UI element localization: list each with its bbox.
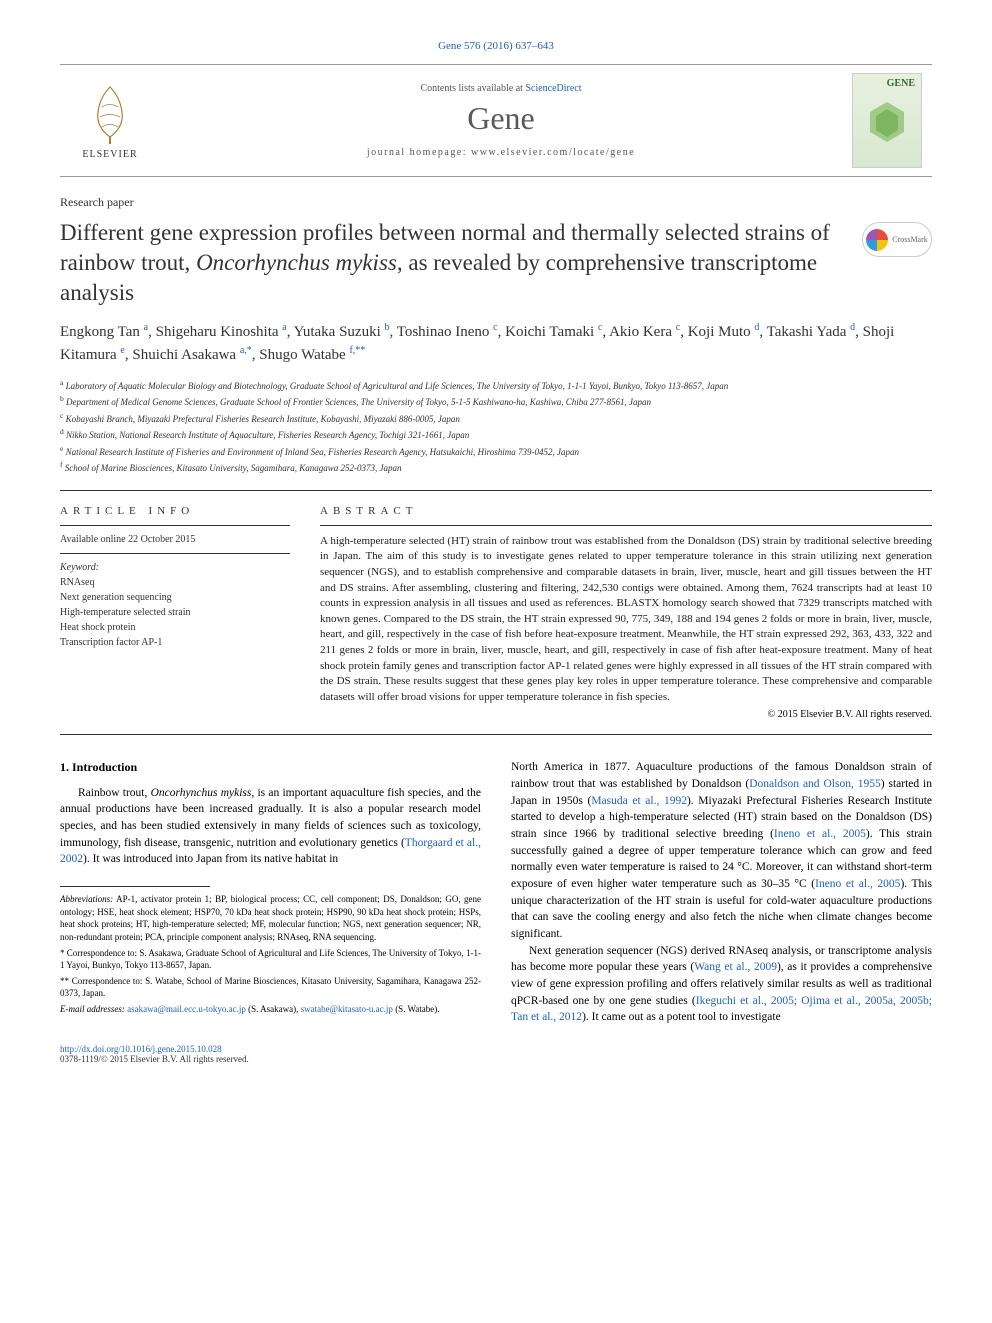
contents-prefix: Contents lists available at (420, 83, 525, 94)
intro-heading: 1. Introduction (60, 759, 481, 776)
email-link[interactable]: asakawa@mail.ecc.u-tokyo.ac.jp (127, 1004, 246, 1014)
abbreviations: Abbreviations: AP-1, activator protein 1… (60, 893, 481, 943)
divider (60, 490, 932, 491)
citation-link[interactable]: Wang et al., 2009 (694, 961, 777, 973)
elsevier-tree-icon (80, 82, 140, 147)
affiliation-item: c Kobayashi Branch, Miyazaki Prefectural… (60, 410, 932, 427)
info-abstract-row: article info Available online 22 October… (60, 505, 932, 721)
abbrev-text: AP-1, activator protein 1; BP, biologica… (60, 894, 481, 942)
keyword-item: Transcription factor AP-1 (60, 635, 290, 650)
article-info: article info Available online 22 October… (60, 505, 290, 721)
correspondence-1: * Correspondence to: S. Asakawa, Graduat… (60, 947, 481, 972)
t: ). It came out as a potent tool to inves… (582, 1011, 781, 1023)
affiliation-item: e National Research Institute of Fisheri… (60, 443, 932, 460)
cover-title: GENE (887, 78, 915, 89)
journal-header-band: ELSEVIER Contents lists available at Sci… (60, 64, 932, 177)
affiliation-item: b Department of Medical Genome Sciences,… (60, 393, 932, 410)
email-who: (S. Asakawa), (246, 1004, 301, 1014)
affiliations: a Laboratory of Aquatic Molecular Biolog… (60, 377, 932, 476)
citation-link[interactable]: Donaldson and Olson, 1955 (749, 778, 881, 790)
intro-para-right-2: Next generation sequencer (NGS) derived … (511, 943, 932, 1026)
crossmark-badge[interactable]: CrossMark (862, 222, 932, 257)
cover-art-icon (862, 97, 912, 152)
title-row: Different gene expression profiles betwe… (60, 218, 932, 308)
paper-type: Research paper (60, 195, 932, 210)
footnotes: Abbreviations: AP-1, activator protein 1… (60, 893, 481, 1015)
abbrev-label: Abbreviations: (60, 894, 113, 904)
right-column: North America in 1877. Aquaculture produ… (511, 759, 932, 1026)
info-divider (60, 553, 290, 554)
left-column: 1. Introduction Rainbow trout, Oncorhync… (60, 759, 481, 1026)
t: Rainbow trout, (78, 787, 151, 799)
keyword-list: RNAseqNext generation sequencingHigh-tem… (60, 575, 290, 650)
correspondence-2: ** Correspondence to: S. Watabe, School … (60, 975, 481, 1000)
contents-line: Contents lists available at ScienceDirec… (150, 83, 852, 94)
citation-header: Gene 576 (2016) 637–643 (60, 40, 932, 52)
abstract-column: abstract A high-temperature selected (HT… (320, 505, 932, 721)
abstract-copyright: © 2015 Elsevier B.V. All rights reserved… (320, 709, 932, 720)
abstract-heading: abstract (320, 505, 932, 517)
header-center: Contents lists available at ScienceDirec… (150, 83, 852, 158)
elsevier-label: ELSEVIER (82, 149, 137, 160)
keyword-item: RNAseq (60, 575, 290, 590)
email-who: (S. Watabe). (393, 1004, 440, 1014)
divider (60, 734, 932, 735)
issn-copyright: 0378-1119/© 2015 Elsevier B.V. All right… (60, 1054, 932, 1064)
email-addresses: E-mail addresses: asakawa@mail.ecc.u-tok… (60, 1003, 481, 1016)
intro-para-left: Rainbow trout, Oncorhynchus mykiss, is a… (60, 785, 481, 868)
affiliation-item: a Laboratory of Aquatic Molecular Biolog… (60, 377, 932, 394)
doi-link[interactable]: http://dx.doi.org/10.1016/j.gene.2015.10… (60, 1044, 222, 1054)
citation-link[interactable]: Masuda et al., 1992 (591, 795, 687, 807)
sciencedirect-link[interactable]: ScienceDirect (525, 83, 581, 94)
keyword-heading: Keyword: (60, 562, 290, 573)
elsevier-logo: ELSEVIER (70, 76, 150, 166)
citation-link[interactable]: Ineno et al., 2005 (815, 878, 900, 890)
title-species: Oncorhynchus mykiss (196, 250, 397, 275)
email-link[interactable]: swatabe@kitasato-u.ac.jp (301, 1004, 393, 1014)
keyword-item: Next generation sequencing (60, 590, 290, 605)
abstract-text: A high-temperature selected (HT) strain … (320, 534, 932, 706)
journal-homepage: journal homepage: www.elsevier.com/locat… (150, 147, 852, 158)
intro-para-right-1: North America in 1877. Aquaculture produ… (511, 759, 932, 942)
keyword-item: Heat shock protein (60, 620, 290, 635)
keyword-item: High-temperature selected strain (60, 605, 290, 620)
crossmark-icon (866, 229, 888, 251)
crossmark-label: CrossMark (892, 235, 928, 244)
paper-title: Different gene expression profiles betwe… (60, 218, 862, 308)
footnote-separator (60, 886, 210, 887)
article-info-heading: article info (60, 505, 290, 517)
abstract-divider (320, 525, 932, 526)
page-footer: http://dx.doi.org/10.1016/j.gene.2015.10… (60, 1044, 932, 1064)
page: Gene 576 (2016) 637–643 ELSEVIER Content… (0, 0, 992, 1094)
journal-cover: GENE (852, 73, 922, 168)
body-columns: 1. Introduction Rainbow trout, Oncorhync… (60, 759, 932, 1026)
info-divider (60, 525, 290, 526)
affiliation-item: d Nikko Station, National Research Insti… (60, 426, 932, 443)
t: ). It was introduced into Japan from its… (83, 853, 338, 865)
species-italic: Oncorhynchus mykiss (151, 787, 252, 799)
citation-link[interactable]: Ineno et al., 2005 (774, 828, 866, 840)
journal-name: Gene (150, 100, 852, 137)
affiliation-item: f School of Marine Biosciences, Kitasato… (60, 459, 932, 476)
available-online: Available online 22 October 2015 (60, 534, 290, 545)
authors-list: Engkong Tan a, Shigeharu Kinoshita a, Yu… (60, 320, 932, 367)
email-label: E-mail addresses: (60, 1004, 127, 1014)
